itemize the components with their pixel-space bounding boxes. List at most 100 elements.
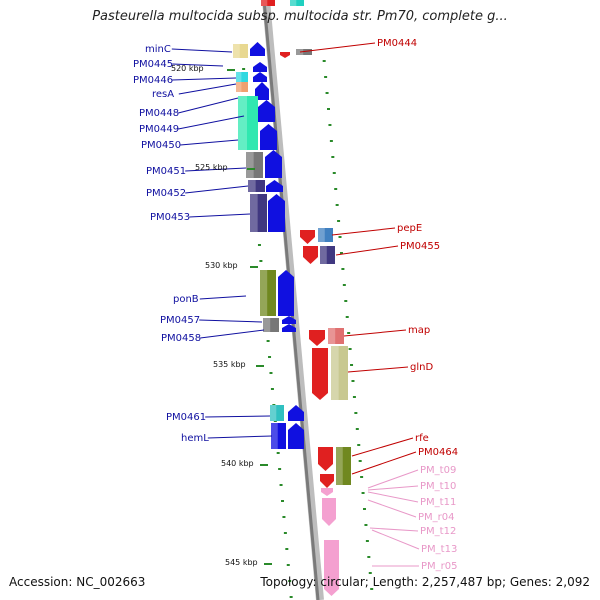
leader-line bbox=[369, 527, 419, 532]
rna-label-PM_t12: PM_t12 bbox=[420, 526, 456, 537]
scale-dot-right bbox=[364, 524, 368, 526]
gene-label-PM0453: PM0453 bbox=[150, 212, 190, 223]
gene-label-PM0452: PM0452 bbox=[146, 188, 186, 199]
gene-label-PM0464: PM0464 bbox=[418, 447, 458, 458]
feat-PM0458-arrow bbox=[282, 324, 296, 332]
feat-PM0452 bbox=[248, 180, 265, 192]
scale-dot-right bbox=[344, 300, 348, 302]
scale-dot-right bbox=[347, 332, 351, 334]
scale-dot-left bbox=[242, 68, 246, 70]
accession-text: Accession: NC_002663 bbox=[9, 575, 146, 589]
scale-dot-right bbox=[350, 364, 354, 366]
leader-line bbox=[172, 77, 237, 81]
scale-dot-right bbox=[325, 92, 329, 94]
scale-dot-right bbox=[368, 572, 372, 574]
leader-line bbox=[343, 329, 407, 337]
feat-hemL bbox=[271, 423, 286, 449]
label-leader-lines bbox=[171, 42, 420, 567]
scale-dot-left bbox=[266, 340, 270, 342]
gene-label-rfe: rfe bbox=[415, 433, 429, 444]
leader-line bbox=[367, 491, 419, 503]
scale-dot-right bbox=[341, 268, 345, 270]
feat-pepE bbox=[318, 228, 333, 242]
scale-dot-left bbox=[259, 260, 263, 262]
feat-PM0461-shade bbox=[270, 405, 277, 421]
scale-dot-right bbox=[332, 172, 336, 174]
gene-label-PM0450: PM0450 bbox=[141, 140, 181, 151]
leader-line bbox=[351, 437, 414, 457]
map-title: Pasteurella multocida subsp. multocida s… bbox=[92, 9, 508, 24]
feat-PM0452-shade bbox=[248, 180, 256, 192]
feat-PM0453-shade bbox=[250, 194, 258, 232]
scale-dot-right bbox=[339, 252, 343, 254]
feat-top-cyan-shade bbox=[290, 0, 297, 6]
gene-label-PM0455: PM0455 bbox=[400, 241, 440, 252]
gene-label-PM0444: PM0444 bbox=[377, 38, 417, 49]
scale-dot-right bbox=[324, 76, 328, 78]
leader-line bbox=[189, 213, 251, 218]
feat-top-red bbox=[261, 0, 275, 6]
scale-dot-right bbox=[367, 556, 371, 558]
scale-dot-left bbox=[257, 244, 261, 246]
feat-top-red-shade bbox=[261, 0, 268, 6]
scale-dot-left bbox=[285, 548, 289, 550]
leader-line bbox=[172, 63, 224, 67]
scale-tick-label: 530 kbp bbox=[205, 261, 238, 270]
scale-dot-right bbox=[328, 124, 332, 126]
scale-dot-right bbox=[360, 476, 364, 478]
feat-ponB bbox=[260, 270, 276, 316]
feat-PM0444-red bbox=[280, 52, 290, 58]
feat-PM0448 bbox=[238, 96, 258, 150]
leader-line bbox=[351, 451, 417, 475]
feat-PM0445 bbox=[236, 72, 248, 82]
scale-tick-label: 525 kbp bbox=[195, 163, 228, 172]
feat-minC bbox=[233, 44, 248, 58]
feat-resA bbox=[236, 82, 248, 92]
scale-dot-right bbox=[351, 380, 355, 382]
feat-PM0461-arrow bbox=[288, 405, 304, 421]
feat-PM0455-shade bbox=[320, 246, 327, 264]
rna-label-PM_t10: PM_t10 bbox=[420, 481, 456, 492]
scale-dot-right bbox=[338, 236, 342, 238]
scale-tick-mark bbox=[247, 168, 255, 170]
scale-dot-right bbox=[337, 220, 341, 222]
feat-pepE-shade bbox=[318, 228, 325, 242]
feat-PM0464 bbox=[336, 447, 351, 485]
rna-label-PM_r04: PM_r04 bbox=[418, 512, 455, 523]
scale-dot-left bbox=[276, 452, 280, 454]
gene-label-glnD: glnD bbox=[410, 362, 433, 373]
scale-dot-right bbox=[370, 588, 374, 590]
scale-dot-left bbox=[279, 484, 283, 486]
gene-label-PM0445: PM0445 bbox=[133, 59, 173, 70]
feat-map-shade bbox=[328, 328, 336, 344]
leader-line bbox=[367, 485, 419, 491]
feat-PM0455-red bbox=[303, 246, 318, 264]
feat-PM0455 bbox=[320, 246, 335, 264]
scale-tick-label: 535 kbp bbox=[213, 360, 246, 369]
leader-line bbox=[335, 245, 399, 256]
feat-PM0461 bbox=[270, 405, 284, 421]
scale-ticks: 520 kbp 525 kbp 530 kbp 535 kbp 540 kbp 545 k… bbox=[171, 64, 272, 567]
feat-PM0448-shade bbox=[238, 96, 247, 150]
leader-line bbox=[205, 415, 271, 418]
gene-label-PM0457: PM0457 bbox=[160, 315, 200, 326]
scale-dot-left bbox=[281, 500, 284, 502]
leader-line bbox=[299, 42, 376, 53]
leader-line bbox=[171, 48, 233, 53]
scale-dot-right bbox=[334, 188, 338, 190]
scale-dot-right bbox=[335, 204, 339, 206]
scale-dot-right bbox=[329, 140, 333, 142]
scale-tick-label: 545 kbp bbox=[225, 558, 258, 567]
feat-hemL-shade bbox=[271, 423, 278, 449]
feat-hemL-arrow bbox=[288, 423, 304, 449]
rna-label-PM_t13: PM_t13 bbox=[421, 544, 457, 555]
scale-dot-right bbox=[352, 396, 356, 398]
scale-dot-left bbox=[268, 356, 272, 358]
scale-dot-right bbox=[365, 540, 369, 542]
gene-label-PM0446: PM0446 bbox=[133, 75, 173, 86]
leader-line bbox=[199, 319, 263, 323]
scale-dot-left bbox=[283, 532, 287, 534]
leader-line bbox=[178, 97, 239, 114]
scale-tick-mark bbox=[250, 266, 258, 268]
leader-line bbox=[199, 295, 247, 300]
